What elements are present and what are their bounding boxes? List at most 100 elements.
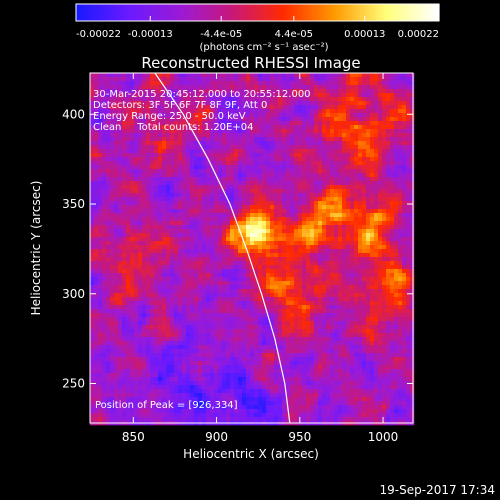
heatmap-cell	[194, 177, 199, 182]
heatmap-cell	[234, 93, 239, 98]
heatmap-cell	[334, 189, 339, 194]
heatmap-cell	[378, 77, 383, 82]
heatmap-cell	[342, 129, 347, 134]
heatmap-cell	[166, 309, 171, 314]
heatmap-cell	[250, 297, 255, 302]
heatmap-cell	[146, 249, 151, 254]
heatmap-cell	[334, 73, 339, 78]
heatmap-cell	[146, 217, 151, 222]
heatmap-cell	[154, 109, 159, 114]
heatmap-cell	[106, 281, 111, 286]
heatmap-cell	[150, 81, 155, 86]
heatmap-cell	[322, 233, 327, 238]
heatmap-cell	[158, 133, 163, 138]
heatmap-cell	[170, 129, 175, 134]
heatmap-cell	[262, 225, 267, 230]
heatmap-cell	[118, 165, 123, 170]
heatmap-cell	[266, 261, 271, 266]
heatmap-cell	[398, 301, 403, 306]
heatmap-cell	[150, 105, 155, 110]
heatmap-cell	[366, 309, 371, 314]
heatmap-cell	[310, 205, 315, 210]
heatmap-cell	[330, 265, 335, 270]
heatmap-cell	[174, 209, 179, 214]
heatmap-cell	[390, 161, 395, 166]
heatmap-cell	[254, 125, 259, 130]
heatmap-cell	[402, 269, 407, 274]
heatmap-cell	[334, 217, 339, 222]
heatmap-cell	[118, 169, 123, 174]
heatmap-cell	[274, 181, 279, 186]
heatmap-cell	[330, 129, 335, 134]
heatmap-cell	[230, 265, 235, 270]
heatmap-cell	[366, 237, 371, 242]
heatmap-cell	[230, 221, 235, 226]
heatmap-cell	[394, 225, 399, 230]
heatmap-cell	[182, 301, 187, 306]
heatmap-cell	[350, 281, 355, 286]
heatmap-cell	[354, 261, 359, 266]
heatmap-cell	[290, 237, 295, 242]
heatmap-cell	[270, 141, 275, 146]
heatmap-cell	[290, 73, 295, 78]
heatmap-cell	[350, 169, 355, 174]
heatmap-cell	[286, 189, 291, 194]
heatmap-cell	[154, 241, 159, 246]
heatmap-cell	[306, 105, 311, 110]
heatmap-cell	[282, 105, 287, 110]
heatmap-cell	[226, 305, 231, 310]
heatmap-cell	[230, 273, 235, 278]
heatmap-cell	[370, 225, 375, 230]
heatmap-cell	[358, 177, 363, 182]
heatmap-cell	[278, 113, 283, 118]
heatmap-cell	[242, 201, 247, 206]
heatmap-cell	[122, 169, 127, 174]
heatmap-cell	[354, 277, 359, 282]
heatmap-cell	[262, 149, 267, 154]
heatmap-cell	[238, 213, 243, 218]
heatmap-cell	[410, 241, 415, 246]
heatmap-cell	[350, 229, 355, 234]
heatmap-cell	[154, 189, 159, 194]
heatmap-cell	[134, 121, 139, 126]
heatmap-cell	[230, 193, 235, 198]
heatmap-cell	[174, 105, 179, 110]
heatmap-cell	[126, 237, 131, 242]
heatmap-cell	[210, 89, 215, 94]
heatmap-cell	[170, 141, 175, 146]
heatmap-cell	[214, 169, 219, 174]
heatmap-cell	[270, 165, 275, 170]
heatmap-cell	[182, 189, 187, 194]
heatmap-cell	[90, 185, 95, 190]
heatmap-cell	[402, 297, 407, 302]
heatmap-cell	[202, 89, 207, 94]
heatmap-cell	[390, 257, 395, 262]
heatmap-cell	[254, 121, 259, 126]
heatmap-cell	[114, 105, 119, 110]
heatmap-cell	[286, 245, 291, 250]
heatmap-cell	[258, 209, 263, 214]
heatmap-cell	[126, 133, 131, 138]
heatmap-cell	[118, 229, 123, 234]
heatmap-cell	[146, 181, 151, 186]
heatmap-cell	[294, 229, 299, 234]
heatmap-cell	[126, 221, 131, 226]
heatmap-cell	[210, 249, 215, 254]
heatmap-cell	[210, 141, 215, 146]
heatmap-cell	[290, 193, 295, 198]
heatmap-cell	[122, 101, 127, 106]
heatmap-cell	[390, 121, 395, 126]
heatmap-cell	[406, 169, 411, 174]
heatmap-cell	[182, 257, 187, 262]
heatmap-cell	[142, 249, 147, 254]
heatmap-cell	[338, 149, 343, 154]
heatmap-cell	[114, 97, 119, 102]
heatmap-cell	[230, 85, 235, 90]
heatmap-cell	[150, 273, 155, 278]
heatmap-cell	[234, 77, 239, 82]
heatmap-cell	[222, 201, 227, 206]
heatmap-cell	[210, 277, 215, 282]
heatmap-cell	[250, 93, 255, 98]
heatmap-cell	[270, 265, 275, 270]
heatmap-cell	[110, 125, 115, 130]
